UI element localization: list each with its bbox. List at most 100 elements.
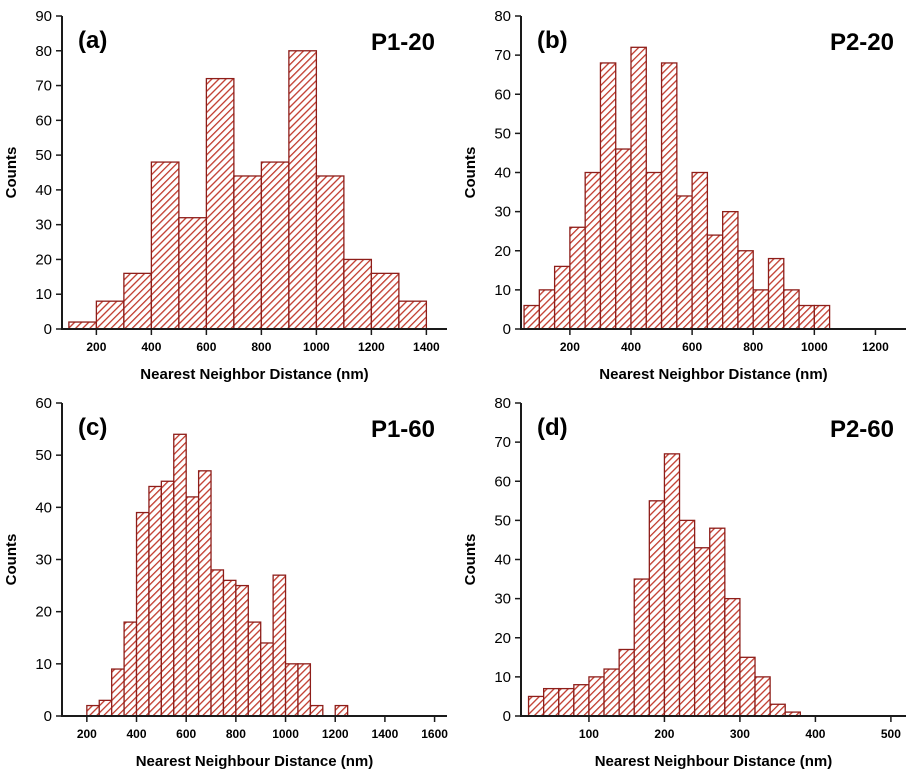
y-tick-label: 20 bbox=[494, 630, 511, 647]
x-axis-title: Nearest Neighbour Distance (nm) bbox=[136, 753, 374, 770]
histogram-bar bbox=[569, 226, 586, 330]
x-tick-label: 200 bbox=[77, 727, 97, 741]
histogram-bar bbox=[615, 148, 632, 330]
histogram-bar bbox=[150, 161, 180, 330]
histogram-bar bbox=[648, 500, 666, 717]
histogram-bar bbox=[178, 217, 208, 330]
histogram-bar bbox=[260, 161, 290, 330]
x-tick-label: 400 bbox=[141, 340, 161, 354]
x-axis-title: Nearest Neighbour Distance (nm) bbox=[595, 753, 833, 770]
y-tick-label: 80 bbox=[494, 395, 511, 412]
histogram-bar bbox=[737, 250, 754, 330]
x-tick-label: 500 bbox=[881, 727, 901, 741]
y-axis-title: Counts bbox=[3, 147, 20, 199]
panel-tag: (a) bbox=[78, 27, 107, 54]
bars-b bbox=[523, 46, 831, 330]
y-tick-label: 50 bbox=[494, 512, 511, 529]
y-tick-label: 30 bbox=[494, 204, 511, 221]
histogram-bar bbox=[210, 569, 225, 717]
histogram-bar bbox=[86, 704, 100, 717]
x-tick-label: 1000 bbox=[303, 340, 330, 354]
histogram-bar bbox=[618, 648, 635, 717]
x-tick-label: 800 bbox=[251, 340, 271, 354]
series-label: P1-20 bbox=[371, 29, 435, 56]
histogram-svg-b: 0 10 20 30 40 50 60 70 80 200 400 600 800 1000 1200 Cou… bbox=[462, 8, 906, 383]
x-axis-title: Nearest Neighbor Distance (nm) bbox=[599, 366, 827, 383]
x-tick-label: 800 bbox=[226, 727, 246, 741]
histogram-bar bbox=[288, 50, 318, 330]
y-tick-label: 60 bbox=[35, 112, 52, 129]
y-tick-label: 10 bbox=[494, 282, 511, 299]
y-tick-label: 30 bbox=[35, 217, 52, 234]
histogram-bar bbox=[676, 195, 693, 330]
series-label: P2-60 bbox=[830, 416, 894, 443]
x-tick-label: 200 bbox=[560, 340, 580, 354]
panel-d: 0 10 20 30 40 50 60 70 80 100 200 300 400 500 Counts Ne… bbox=[459, 387, 919, 774]
histogram-bar bbox=[272, 574, 287, 717]
histogram-bar bbox=[722, 210, 739, 330]
panel-c: 0 10 20 30 40 50 60 200 400 600 800 1000 1200 1400 160… bbox=[0, 387, 459, 774]
histogram-bar bbox=[334, 704, 349, 717]
x-tick-label: 1000 bbox=[801, 340, 828, 354]
x-tick-label: 1200 bbox=[862, 340, 889, 354]
series-label: P2-20 bbox=[830, 29, 894, 56]
y-tick-label: 40 bbox=[494, 165, 511, 182]
x-tick-label: 300 bbox=[730, 727, 750, 741]
y-tick-label: 20 bbox=[35, 604, 52, 621]
bars-c bbox=[86, 433, 349, 717]
series-label: P1-60 bbox=[371, 416, 435, 443]
panel-tag: (d) bbox=[537, 414, 568, 441]
x-tick-label: 1400 bbox=[372, 727, 399, 741]
histogram-bar bbox=[235, 584, 249, 717]
y-tick-label: 60 bbox=[494, 473, 511, 490]
histogram-bar bbox=[123, 621, 138, 717]
x-tick-label: 200 bbox=[86, 340, 106, 354]
histogram-bar bbox=[767, 257, 785, 330]
histogram-bar bbox=[98, 699, 113, 717]
x-tick-label: 600 bbox=[176, 727, 196, 741]
y-tick-label: 40 bbox=[494, 552, 511, 569]
y-axis-title: Counts bbox=[462, 147, 479, 199]
histogram-bar bbox=[222, 579, 237, 717]
histogram-bar bbox=[633, 578, 650, 717]
y-tick-label: 90 bbox=[35, 8, 52, 25]
histogram-bar bbox=[663, 453, 681, 717]
panel-tag: (b) bbox=[537, 27, 568, 54]
histogram-bar bbox=[135, 511, 150, 717]
x-tick-label: 400 bbox=[127, 727, 147, 741]
y-tick-label: 80 bbox=[494, 8, 511, 25]
histogram-bar bbox=[691, 171, 709, 330]
x-tick-label: 100 bbox=[579, 727, 599, 741]
panel-a: 0 10 20 30 40 50 60 70 80 90 200 400 600 800 1000 1200 1… bbox=[0, 0, 459, 387]
histogram-bar bbox=[709, 527, 726, 717]
y-tick-label: 20 bbox=[35, 251, 52, 268]
y-tick-label: 0 bbox=[503, 708, 511, 725]
histogram-bar bbox=[813, 304, 831, 330]
y-tick-label: 80 bbox=[35, 43, 52, 60]
y-tick-label: 50 bbox=[494, 125, 511, 142]
x-tick-label: 600 bbox=[196, 340, 216, 354]
histogram-svg-d: 0 10 20 30 40 50 60 70 80 100 200 300 400 500 Counts Ne… bbox=[462, 395, 906, 770]
x-tick-label: 200 bbox=[654, 727, 674, 741]
y-axis-title: Counts bbox=[462, 534, 479, 586]
y-tick-label: 40 bbox=[35, 499, 52, 516]
histogram-bar bbox=[630, 46, 647, 330]
x-tick-label: 600 bbox=[682, 340, 702, 354]
x-tick-label: 400 bbox=[805, 727, 825, 741]
histogram-bar bbox=[197, 470, 212, 717]
histogram-bar bbox=[783, 289, 800, 330]
histogram-bar bbox=[603, 668, 620, 717]
histogram-bar bbox=[68, 321, 98, 330]
y-tick-label: 60 bbox=[494, 86, 511, 103]
bars-a bbox=[68, 50, 428, 330]
histogram-bar bbox=[724, 597, 741, 717]
histogram-bar bbox=[260, 642, 274, 717]
histogram-bar bbox=[754, 676, 771, 717]
histogram-bar bbox=[247, 621, 262, 717]
y-tick-label: 60 bbox=[35, 395, 52, 412]
y-tick-label: 70 bbox=[494, 434, 511, 451]
histogram-bar bbox=[678, 519, 696, 717]
y-tick-label: 50 bbox=[35, 147, 52, 164]
histogram-bar bbox=[315, 175, 345, 330]
